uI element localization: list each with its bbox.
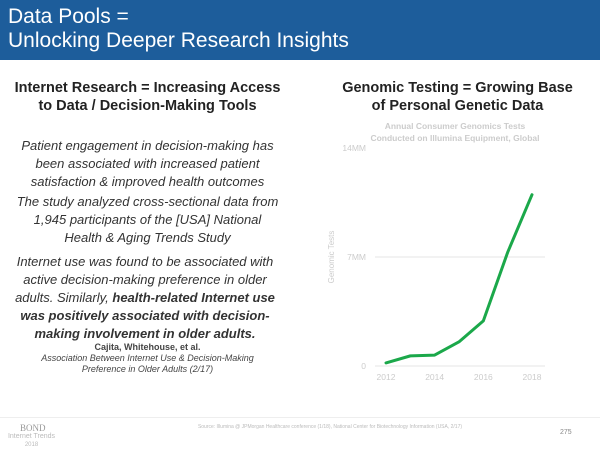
citation: Cajita, Whitehouse, et al. Association B…	[10, 342, 285, 375]
text-line: Internet use was found to be associated …	[16, 254, 274, 269]
page-title-line1: Data Pools =	[8, 5, 129, 28]
x-tick-label: 2018	[523, 372, 542, 382]
page-number: 275	[560, 429, 572, 436]
bond-logo: BOND	[20, 423, 46, 433]
x-tick-label: 2014	[425, 372, 444, 382]
footer-divider	[0, 417, 600, 418]
source-note: Source: Illumina @ JPMorgan Healthcare c…	[197, 424, 463, 430]
paragraph-3: Internet use was found to be associated …	[14, 253, 276, 343]
x-tick-label: 2016	[474, 372, 493, 382]
left-subtitle-2: to Data / Decision-Making Tools	[38, 98, 257, 114]
text-line: active decision-making preference in old…	[23, 272, 267, 287]
chart-title: Conducted on Illumina Equipment, Global	[370, 133, 539, 143]
left-subtitle-1: Internet Research = Increasing Access	[14, 80, 281, 96]
right-subtitle-2: of Personal Genetic Data	[371, 98, 544, 114]
paragraph-1: Patient engagement in decision-making ha…	[10, 137, 285, 191]
text-line: Patient engagement in decision-making ha…	[21, 138, 274, 153]
page-title-line2: Unlocking Deeper Research Insights	[8, 29, 349, 52]
series-line	[384, 193, 534, 365]
y-tick-label: 0	[361, 361, 366, 371]
citation-title: Preference in Older Adults (2/17)	[81, 364, 214, 374]
chart-title: Annual Consumer Genomics Tests	[385, 121, 526, 131]
text-line: Health & Aging Trends Study	[64, 230, 231, 245]
right-subtitle-1: Genomic Testing = Growing Base	[342, 80, 573, 96]
y-tick-label: 7MM	[347, 252, 366, 262]
footer-sub1: Internet Trends	[7, 433, 56, 440]
text-line: adults. Similarly,	[15, 290, 113, 305]
text-line: been associated with increased patient	[35, 156, 260, 171]
header: Data Pools = Unlocking Deeper Research I…	[0, 0, 600, 60]
bold-text: health-related Internet use was positive…	[20, 290, 275, 341]
text-line: 1,945 participants of the [USA] National	[33, 212, 262, 227]
x-tick-label: 2012	[377, 372, 396, 382]
y-tick-label: 14MM	[342, 143, 366, 153]
right-subtitle: Genomic Testing = Growing Base of Person…	[315, 79, 600, 115]
citation-title: Association Between Internet Use & Decis…	[41, 353, 254, 363]
genomic-tests-chart: Annual Consumer Genomics Tests Conducted …	[327, 121, 545, 382]
footer-sub2: 2018	[24, 442, 39, 448]
y-axis-label: Genomic Tests	[327, 231, 336, 284]
text-line: The study analyzed cross-sectional data …	[16, 194, 279, 209]
text-line: satisfaction & improved health outcomes	[30, 174, 265, 189]
paragraph-2: The study analyzed cross-sectional data …	[10, 193, 285, 247]
citation-author: Cajita, Whitehouse, et al.	[94, 342, 201, 352]
left-subtitle: Internet Research = Increasing Access to…	[5, 79, 290, 115]
